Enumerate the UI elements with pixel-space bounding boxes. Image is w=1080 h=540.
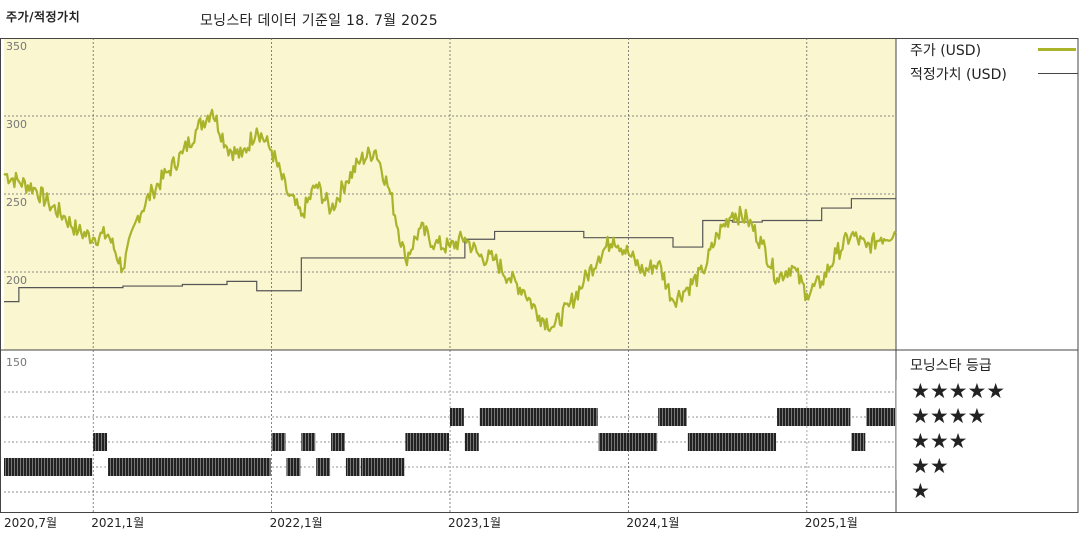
y-tick-label: 250 — [6, 196, 27, 209]
rating-bar-segment — [687, 433, 777, 451]
fair-value-line — [4, 198, 896, 303]
legend-fair-value-swatch — [1038, 73, 1078, 74]
rating-bar-segment — [851, 433, 866, 451]
rating-bar-segment — [360, 458, 405, 476]
x-tick-label: 2020,7월 — [4, 516, 58, 530]
rating-bar-segment — [405, 433, 449, 451]
rating-row-3-stars: ★★★ — [911, 429, 968, 453]
x-tick-label: 2022,1월 — [269, 516, 323, 530]
legend-price-label: 주가 (USD) — [910, 43, 982, 59]
rating-bar-segment — [4, 458, 93, 476]
rating-bar-segment — [331, 433, 345, 451]
rating-bar-segment — [316, 458, 331, 476]
legend-price-swatch — [1038, 48, 1076, 51]
rating-bar-segment — [108, 458, 271, 476]
rating-bar-segment — [345, 458, 360, 476]
data-date-subtitle: 모닝스타 데이터 기준일 18. 7월 2025 — [200, 13, 438, 29]
y-tick-label: 200 — [6, 274, 27, 287]
x-tick-label: 2025,1월 — [804, 516, 858, 530]
legend-fair-value: 적정가치 (USD) — [910, 64, 1078, 84]
rating-bar-segment — [93, 433, 108, 451]
rating-row-4-stars: ★★★★ — [911, 404, 987, 428]
rating-row-2-stars: ★★ — [911, 454, 949, 478]
y-tick-label: 350 — [6, 40, 27, 53]
x-tick-label: 2024,1월 — [626, 516, 680, 530]
chart-frame — [0, 38, 1079, 513]
rating-bar-segment — [777, 408, 851, 426]
legend-price: 주가 (USD) — [910, 40, 1076, 60]
rating-bar-segment — [598, 433, 658, 451]
y-tick-label: 150 — [6, 356, 27, 369]
rating-bar-segment — [464, 433, 479, 451]
y-tick-label: 300 — [6, 118, 27, 131]
legend-fair-value-label: 적정가치 (USD) — [910, 67, 1007, 83]
rating-bar-segment — [450, 408, 464, 426]
rating-row-1-star: ★ — [911, 479, 930, 503]
rating-panel-title: 모닝스타 등급 — [910, 358, 992, 374]
chart-title: 주가/적정가치 — [6, 10, 81, 24]
price-line — [3, 108, 897, 333]
rating-row-5-stars: ★★★★★ — [911, 379, 1006, 403]
x-tick-label: 2021,1월 — [91, 516, 145, 530]
x-tick-label: 2023,1월 — [448, 516, 502, 530]
